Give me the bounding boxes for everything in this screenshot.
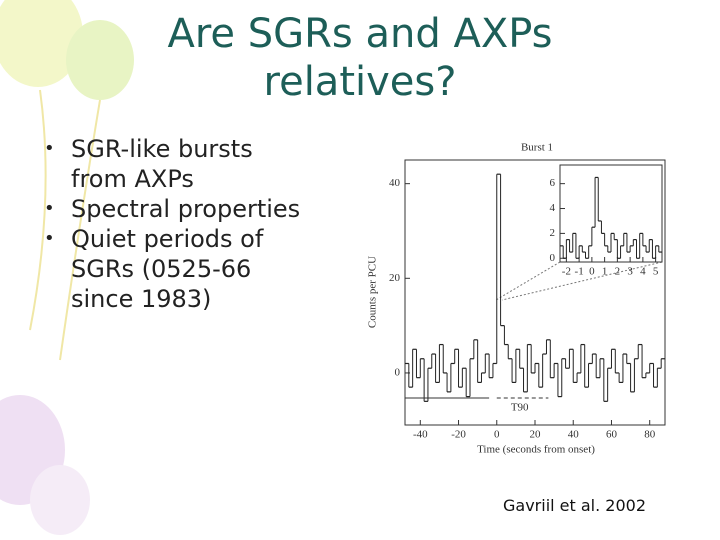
balloon xyxy=(66,20,134,100)
y-tick-label: 20 xyxy=(389,272,401,284)
bullet-line: SGRs (0525-66 xyxy=(71,255,252,283)
y-tick-label: 0 xyxy=(395,366,401,378)
y-tick-label: 6 xyxy=(550,177,556,189)
x-tick-label: 2 xyxy=(615,266,621,278)
y-axis-label: Counts per PCU xyxy=(367,256,379,328)
chart-title: Burst 1 xyxy=(521,142,553,154)
title-line: Are SGRs and AXPs xyxy=(167,11,553,57)
x-tick-label: 20 xyxy=(530,429,542,441)
x-tick-label: 5 xyxy=(653,266,659,278)
y-tick-label: 4 xyxy=(550,202,556,214)
x-tick-label: 4 xyxy=(640,266,646,278)
x-tick-label: -2 xyxy=(562,266,571,278)
x-tick-label: 3 xyxy=(627,266,633,278)
x-tick-label: -20 xyxy=(451,429,466,441)
t90-label: T90 xyxy=(511,402,529,414)
x-tick-label: 0 xyxy=(589,266,595,278)
x-tick-label: -1 xyxy=(575,266,584,278)
bullet-line: Spectral properties xyxy=(71,195,301,223)
x-tick-label: 40 xyxy=(568,429,580,441)
y-tick-label: 40 xyxy=(389,177,401,189)
citation: Gavriil et al. 2002 xyxy=(503,496,647,515)
x-axis-label: Time (seconds from onset) xyxy=(477,444,595,456)
bullet: Spectral properties xyxy=(44,194,300,224)
y-tick-label: 2 xyxy=(550,227,556,239)
title-line: relatives? xyxy=(263,59,457,105)
x-tick-label: 0 xyxy=(494,429,500,441)
x-tick-label: -40 xyxy=(413,429,428,441)
bullet-line: from AXPs xyxy=(71,165,194,193)
zoom-guide xyxy=(495,261,561,301)
balloon xyxy=(0,0,83,87)
y-tick-label: 0 xyxy=(550,252,556,264)
zoom-guide xyxy=(501,261,663,301)
title: Are SGRs and AXPs relatives? xyxy=(60,10,660,106)
x-tick-label: 60 xyxy=(606,429,618,441)
bullet-line: SGR-like bursts xyxy=(71,135,253,163)
x-tick-label: 80 xyxy=(644,429,656,441)
bullet-line: since 1983) xyxy=(71,285,212,313)
balloon xyxy=(30,465,90,535)
bullet-line: Quiet periods of xyxy=(71,225,264,253)
x-tick-label: 1 xyxy=(602,266,608,278)
